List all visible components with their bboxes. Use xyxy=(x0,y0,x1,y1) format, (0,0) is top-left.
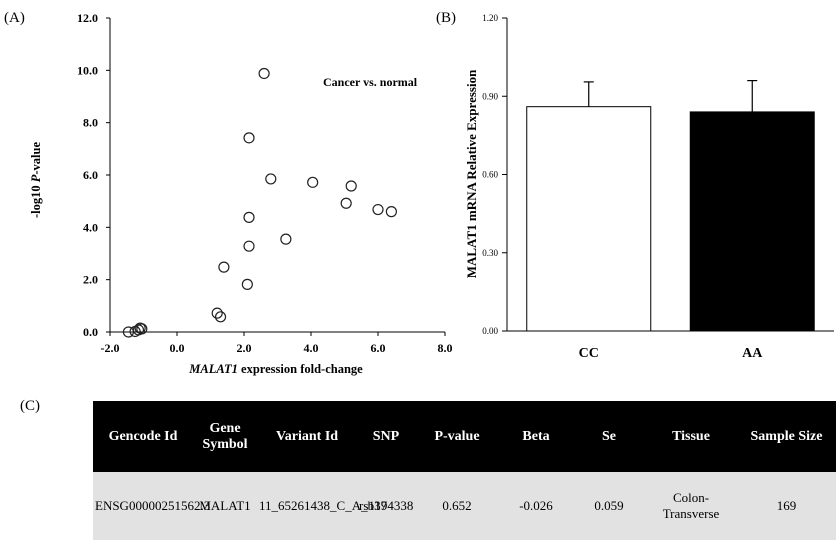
scatter-x-tick-label: 2.0 xyxy=(237,341,252,355)
table-header-cell: P-value xyxy=(434,428,480,444)
bar-bars xyxy=(526,79,815,332)
table-row: ENSG00000251562.3 MALAT1 11_65261438_C_A_b… xyxy=(93,472,836,540)
table-body: ENSG00000251562.3 MALAT1 11_65261438_C_A_b… xyxy=(93,472,836,540)
table-cell: rs1194338 xyxy=(359,498,414,513)
bar-y-tick-labels: 0.00 0.30 0.60 0.90 1.20 xyxy=(482,13,498,336)
bar-y-tick-label: 0.60 xyxy=(482,170,498,180)
scatter-y-tick-labels: 0.0 2.0 4.0 6.0 8.0 10.0 12.0 xyxy=(77,11,98,339)
table-cell: -0.026 xyxy=(519,498,553,513)
bar-cc xyxy=(526,106,652,332)
scatter-y-tick-label: 8.0 xyxy=(83,116,98,130)
table-header-cell: Gene Symbol xyxy=(202,420,248,452)
scatter-point xyxy=(258,67,270,80)
table-cell: Colon-Transverse xyxy=(662,490,720,521)
bar-y-tick-label: 0.00 xyxy=(482,326,498,336)
scatter-point xyxy=(265,173,277,185)
table-header-cell: Beta xyxy=(522,428,550,444)
scatter-y-tick-label: 6.0 xyxy=(83,168,98,182)
table-header-cell: Gencode Id xyxy=(108,428,178,444)
scatter-y-axis-label: -log10 P-value xyxy=(29,142,43,218)
bar-category-labels: CC AA xyxy=(579,346,764,361)
scatter-plot: -2.0 0.0 2.0 4.0 6.0 8.0 0.02.04.06.08.010.01… xyxy=(29,11,453,376)
table-cell: 0.059 xyxy=(594,498,624,513)
scatter-x-tick-labels: -2.0 0.0 2.0 4.0 6.0 8.0 xyxy=(101,341,453,355)
table-cell: 169 xyxy=(776,498,797,513)
scatter-point xyxy=(136,323,148,335)
table-header-row: Gencode Id Gene Symbol Variant Id SNP P-valu… xyxy=(93,401,836,472)
bar-aa xyxy=(689,111,815,332)
panel-label-b: (B) xyxy=(436,10,456,26)
scatter-y-tick-label: 2.0 xyxy=(83,273,98,287)
table-header-cell: Se xyxy=(602,428,616,444)
scatter-x-axis-label-rest: expression fold-change xyxy=(238,362,363,376)
scatter-point xyxy=(241,278,253,290)
scatter-axes xyxy=(106,17,446,336)
scatter-x-tick-label: 4.0 xyxy=(304,341,319,355)
bar-category-label: AA xyxy=(742,346,763,361)
scatter-annotation: Cancer vs. normal xyxy=(323,75,418,89)
scatter-y-tick-label: 4.0 xyxy=(83,220,98,234)
scatter-point xyxy=(214,311,227,323)
scatter-x-tick-label: 6.0 xyxy=(371,341,386,355)
scatter-y-tick-label: 12.0 xyxy=(77,11,98,25)
scatter-x-axis-label-italic: MALAT1 xyxy=(188,362,238,376)
scatter-x-tick-label: 8.0 xyxy=(438,341,453,355)
scatter-point xyxy=(243,211,255,223)
table-header-cell: Sample Size xyxy=(750,428,823,444)
table-cell: MALAT1 xyxy=(199,498,251,513)
scatter-point xyxy=(385,206,397,218)
bar-y-tick-label: 0.90 xyxy=(482,91,498,101)
scatter-x-tick-label: 0.0 xyxy=(170,341,185,355)
table-cell: 0.652 xyxy=(442,498,472,513)
scatter-y-tick-label: 0.0 xyxy=(83,325,98,339)
scatter-point xyxy=(372,203,384,216)
scatter-point xyxy=(243,132,255,144)
scatter-point xyxy=(307,176,319,188)
bar-y-tick-label: 1.20 xyxy=(482,13,498,23)
scatter-point xyxy=(340,197,352,209)
panel-label-a: (A) xyxy=(4,10,25,26)
panel-label-c: (C) xyxy=(20,398,40,414)
scatter-y-axis-label-pre: -log10 xyxy=(29,182,43,218)
scatter-points xyxy=(122,67,397,338)
table-cell: ENSG00000251562.3 xyxy=(95,498,211,513)
scatter-point xyxy=(218,261,230,273)
scatter-point xyxy=(345,180,357,192)
bar-y-tick-label: 0.30 xyxy=(482,248,498,258)
table-header-cell: SNP xyxy=(372,428,400,444)
scatter-point xyxy=(280,233,292,245)
table-header-cell: Variant Id xyxy=(275,428,339,444)
eqtl-table: Gencode Id Gene Symbol Variant Id SNP P-valu… xyxy=(93,401,836,540)
scatter-y-axis-label-post: -value xyxy=(29,142,43,175)
scatter-point xyxy=(211,307,223,319)
scatter-x-tick-label: -2.0 xyxy=(101,341,120,355)
bar-chart: 0.00 0.30 0.60 0.90 1.20 CC AA MALAT1 mRNA Re… xyxy=(464,13,834,361)
scatter-y-axis-label-italic: P xyxy=(29,174,43,182)
bar-y-axis-label: MALAT1 mRNA Relative Expression xyxy=(464,69,479,278)
table-header-cell: Tissue xyxy=(672,428,710,444)
table-cell: 11_65261438_C_A_b37 xyxy=(259,498,388,513)
bar-category-label: CC xyxy=(579,346,599,361)
scatter-point xyxy=(243,240,255,252)
scatter-x-axis-label: MALAT1 expression fold-change xyxy=(188,362,363,376)
scatter-y-tick-label: 10.0 xyxy=(77,63,98,77)
